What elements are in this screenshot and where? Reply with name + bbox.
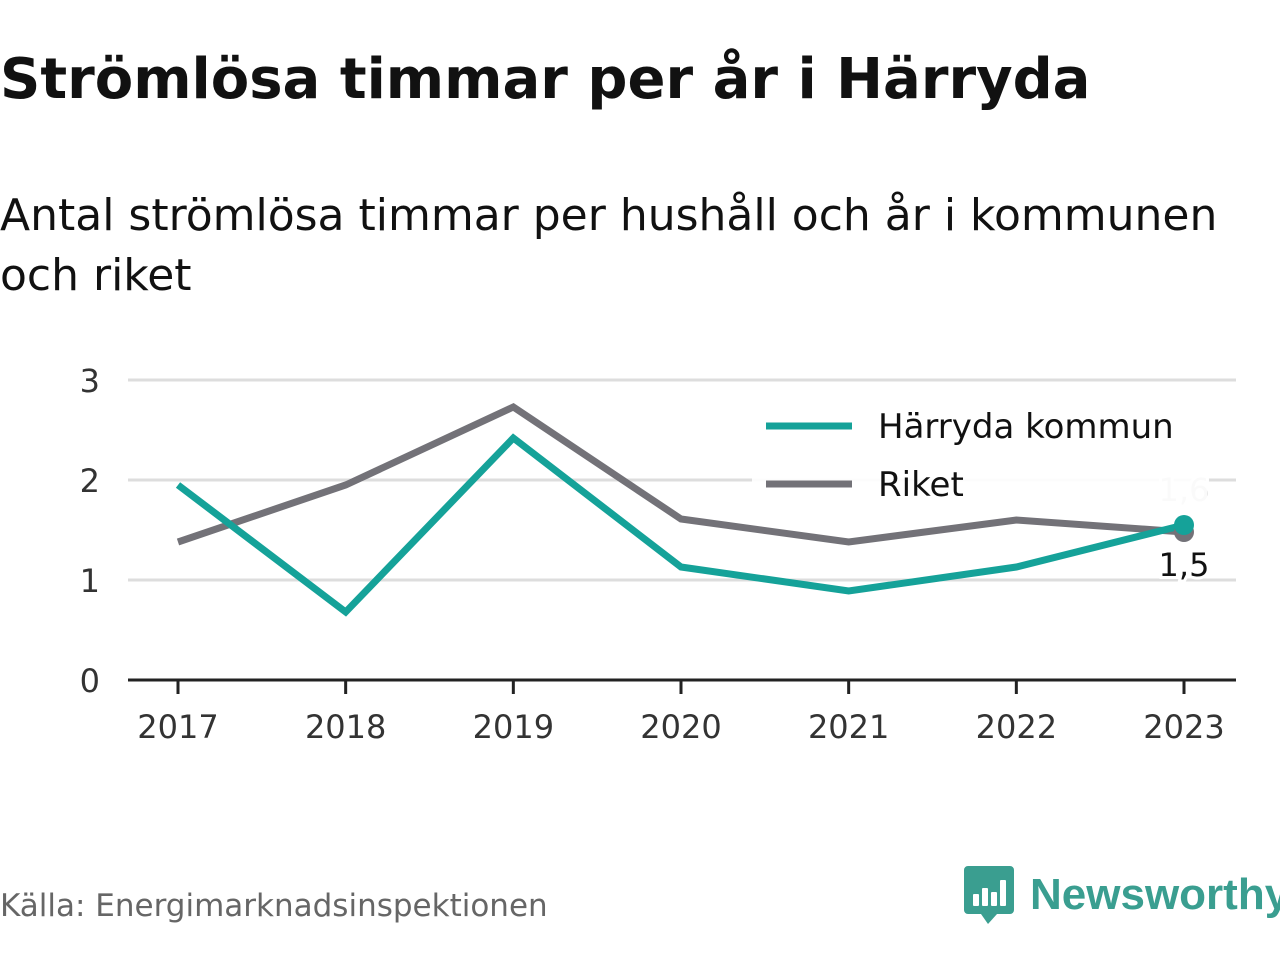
x-tick-label: 2017 bbox=[137, 708, 218, 746]
end-point-marker-harryda-kommun bbox=[1174, 515, 1194, 535]
series-line-riket bbox=[176, 402, 1185, 546]
x-tick-label: 2019 bbox=[473, 708, 554, 746]
legend-label-riket: Riket bbox=[878, 465, 964, 505]
newsworthy-logo: Newsworthy bbox=[964, 866, 1280, 924]
x-tick-label: 2020 bbox=[640, 708, 721, 746]
y-tick-label: 0 bbox=[80, 662, 100, 700]
x-tick-label: 2021 bbox=[808, 708, 889, 746]
line-chart: 012320172018201920202021202220231,61,5Hä… bbox=[80, 362, 1236, 746]
chart-title: Strömlösa timmar per år i Härryda bbox=[0, 47, 1091, 112]
x-tick-label: 2022 bbox=[976, 708, 1057, 746]
series-line-harryda-kommun bbox=[175, 433, 1185, 617]
y-tick-label: 3 bbox=[80, 362, 100, 400]
logo-wordmark: Newsworthy bbox=[1030, 870, 1280, 919]
x-tick-label: 2023 bbox=[1143, 708, 1224, 746]
x-tick-label: 2018 bbox=[305, 708, 386, 746]
y-tick-label: 2 bbox=[80, 462, 100, 500]
bar-chart-speech-bubble-icon bbox=[964, 866, 1014, 924]
y-tick-label: 1 bbox=[80, 562, 100, 600]
chart-subtitle: Antal strömlösa timmar per hushåll och å… bbox=[0, 190, 1218, 301]
legend-label-harryda-kommun: Härryda kommun bbox=[878, 407, 1174, 447]
source-note: Källa: Energimarknadsinspektionen bbox=[0, 888, 548, 924]
end-value-label-riket: 1,5 bbox=[1159, 546, 1210, 584]
legend-background bbox=[752, 400, 1207, 510]
